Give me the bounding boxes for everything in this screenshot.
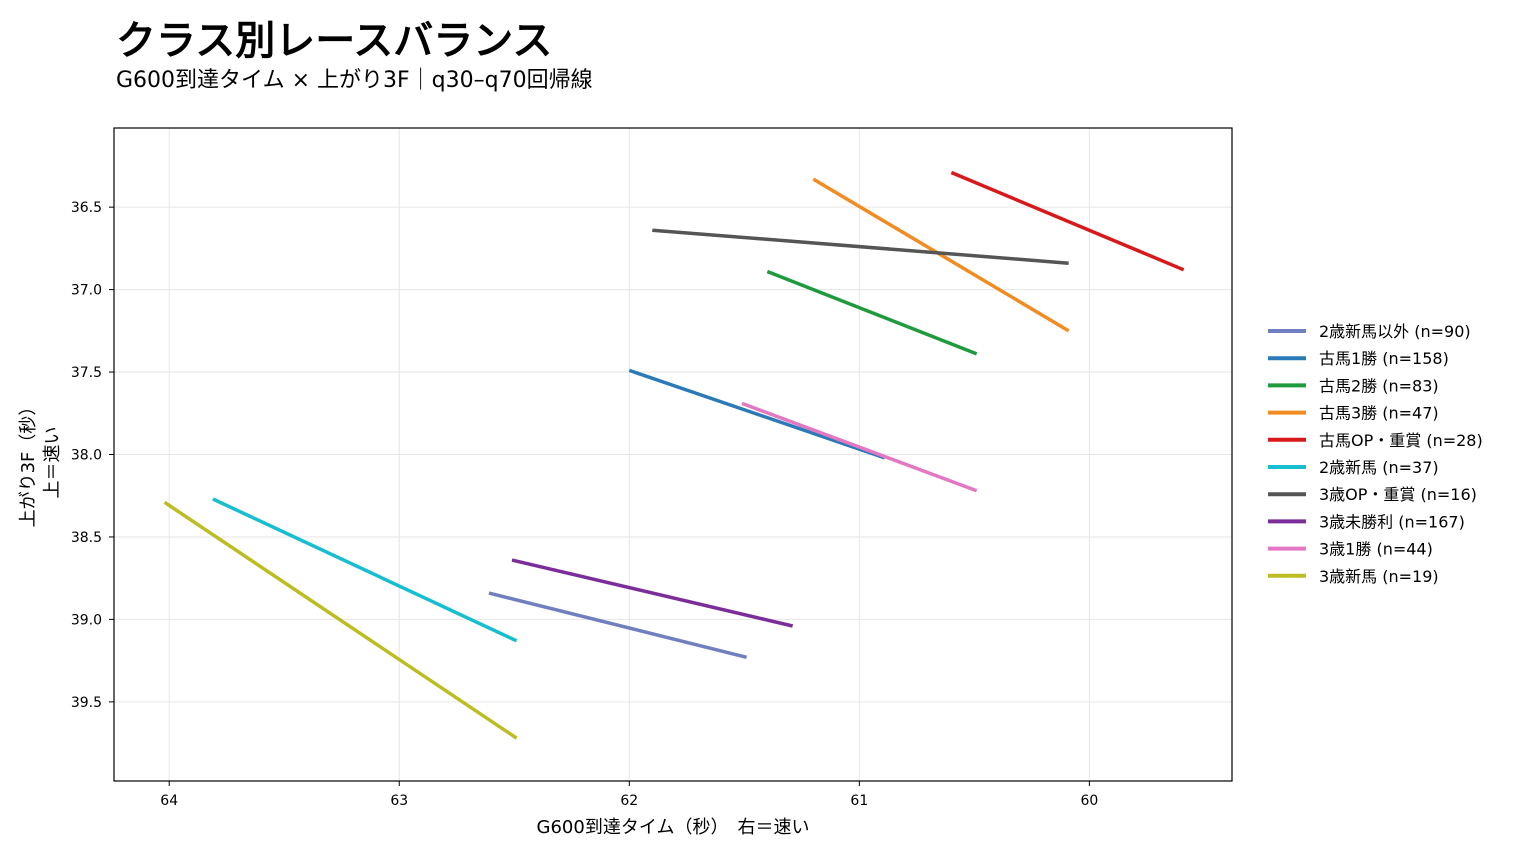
series-line [628,368,886,460]
y-tick-label: 39.0 [71,612,102,628]
legend-entry-label: 古馬2勝 (n=83) [1319,376,1439,395]
x-axis-label: G600到達タイム（秒） 右＝速い [537,817,810,838]
series-line [511,558,794,628]
grid [114,128,1232,781]
series-line [812,177,1070,333]
y-tick-label: 38.5 [71,530,102,546]
series-line [741,401,978,493]
y-axis-label-sub: 上＝速い [42,427,63,499]
y-ticks: 36.5 37.0 37.5 38.0 38.5 39.0 39.5 [71,200,114,711]
y-tick-label: 39.5 [71,695,102,711]
x-tick-label: 64 [160,793,178,809]
legend-entry-label: 3歳新馬 (n=19) [1319,567,1439,586]
series-lines [163,170,1185,740]
y-tick-label: 38.0 [71,448,102,464]
legend-entry-label: 古馬1勝 (n=158) [1319,349,1449,368]
y-tick-label: 37.5 [71,365,102,381]
chart-subtitle: G600到達タイム × 上がり3F｜q30–q70回帰線 [116,68,593,93]
series-line [652,228,1069,265]
x-tick-label: 63 [390,793,408,809]
legend-entry-label: 古馬OP・重賞 (n=28) [1319,431,1483,450]
x-tick-label: 61 [850,793,868,809]
legend-entry-label: 2歳新馬以外 (n=90) [1319,322,1471,341]
x-tick-label: 62 [620,793,638,809]
x-tick-label: 60 [1080,793,1098,809]
series-line [163,500,518,740]
y-tick-label: 36.5 [71,200,102,216]
series-line [766,269,978,356]
legend-entry-label: 3歳1勝 (n=44) [1319,540,1433,559]
y-tick-label: 37.0 [71,283,102,299]
legend-entry-label: 古馬3勝 (n=47) [1319,404,1439,423]
x-ticks: 64 63 62 61 60 [160,781,1098,809]
legend-entry-label: 3歳OP・重賞 (n=16) [1319,485,1477,504]
chart-title: クラス別レースバランス [116,18,553,64]
series-line [212,497,518,643]
legend-entry-label: 2歳新馬 (n=37) [1319,458,1439,477]
series-line [488,591,748,660]
legend-entry-label: 3歳未勝利 (n=167) [1319,512,1465,531]
y-axis-label: 上がり3F（秒） [18,398,39,528]
legend: 2歳新馬以外 (n=90) 古馬1勝 (n=158) 古馬2勝 (n=83) 古馬3勝… [1268,322,1483,586]
series-line [950,170,1185,272]
